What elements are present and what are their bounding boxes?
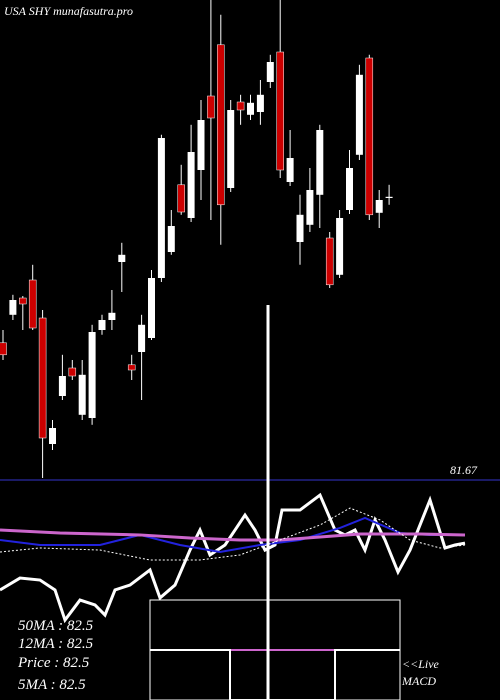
candle-body [28, 279, 37, 329]
candle-body [177, 184, 185, 213]
candle-body [247, 102, 254, 115]
candle-body [49, 428, 56, 444]
macd-live: <<Live [402, 657, 440, 671]
candle-body [365, 57, 374, 216]
indicator-panel [0, 492, 466, 624]
candle-body [325, 237, 334, 286]
candle-body [148, 278, 155, 338]
candle-body [286, 158, 294, 182]
indicator-line [0, 507, 466, 561]
candle-body [217, 44, 225, 206]
candle-body [256, 94, 264, 112]
candle-body [276, 51, 284, 171]
candle-body [127, 364, 136, 371]
candle-body [336, 218, 344, 275]
candle-body [375, 200, 383, 213]
candle-body [306, 190, 314, 225]
ma-label: 50MA : 82.5 [18, 618, 94, 634]
candle-body [385, 196, 393, 198]
indicator-line [0, 528, 466, 542]
indicator-line [0, 492, 466, 624]
candle-body [355, 74, 363, 155]
candle-body [266, 62, 274, 82]
ma-label: 12MA : 82.5 [18, 636, 94, 652]
candle-body [346, 168, 353, 210]
candle-body [207, 95, 215, 119]
price-panel: 81.67 [0, 0, 500, 481]
candle-body [108, 312, 116, 320]
candle-body [68, 367, 77, 377]
candle-body [157, 138, 165, 278]
candle-body [296, 214, 304, 242]
ma-label: 5MA : 82.5 [18, 677, 86, 693]
macd-line [150, 649, 400, 700]
candle-body [236, 101, 245, 111]
chart-title: USA SHY munafasutra.pro [4, 4, 133, 18]
candle-body [118, 254, 126, 262]
candle-body [98, 320, 106, 330]
candle-body [38, 317, 47, 439]
candle-body [78, 374, 86, 415]
candle-body [167, 226, 175, 252]
candle-body [138, 324, 146, 352]
candle-body [187, 152, 195, 218]
macd-title: MACD [401, 674, 436, 688]
candle-body [316, 130, 324, 195]
candle-body [197, 120, 205, 170]
ma-label: Price : 82.5 [17, 655, 90, 671]
candle-body [88, 332, 96, 418]
candle-body [0, 342, 7, 356]
last-price-label: 81.67 [450, 463, 478, 477]
candle-body [9, 300, 17, 315]
candle-body [58, 376, 66, 396]
candle-body [19, 297, 27, 305]
candle-body [227, 110, 235, 188]
